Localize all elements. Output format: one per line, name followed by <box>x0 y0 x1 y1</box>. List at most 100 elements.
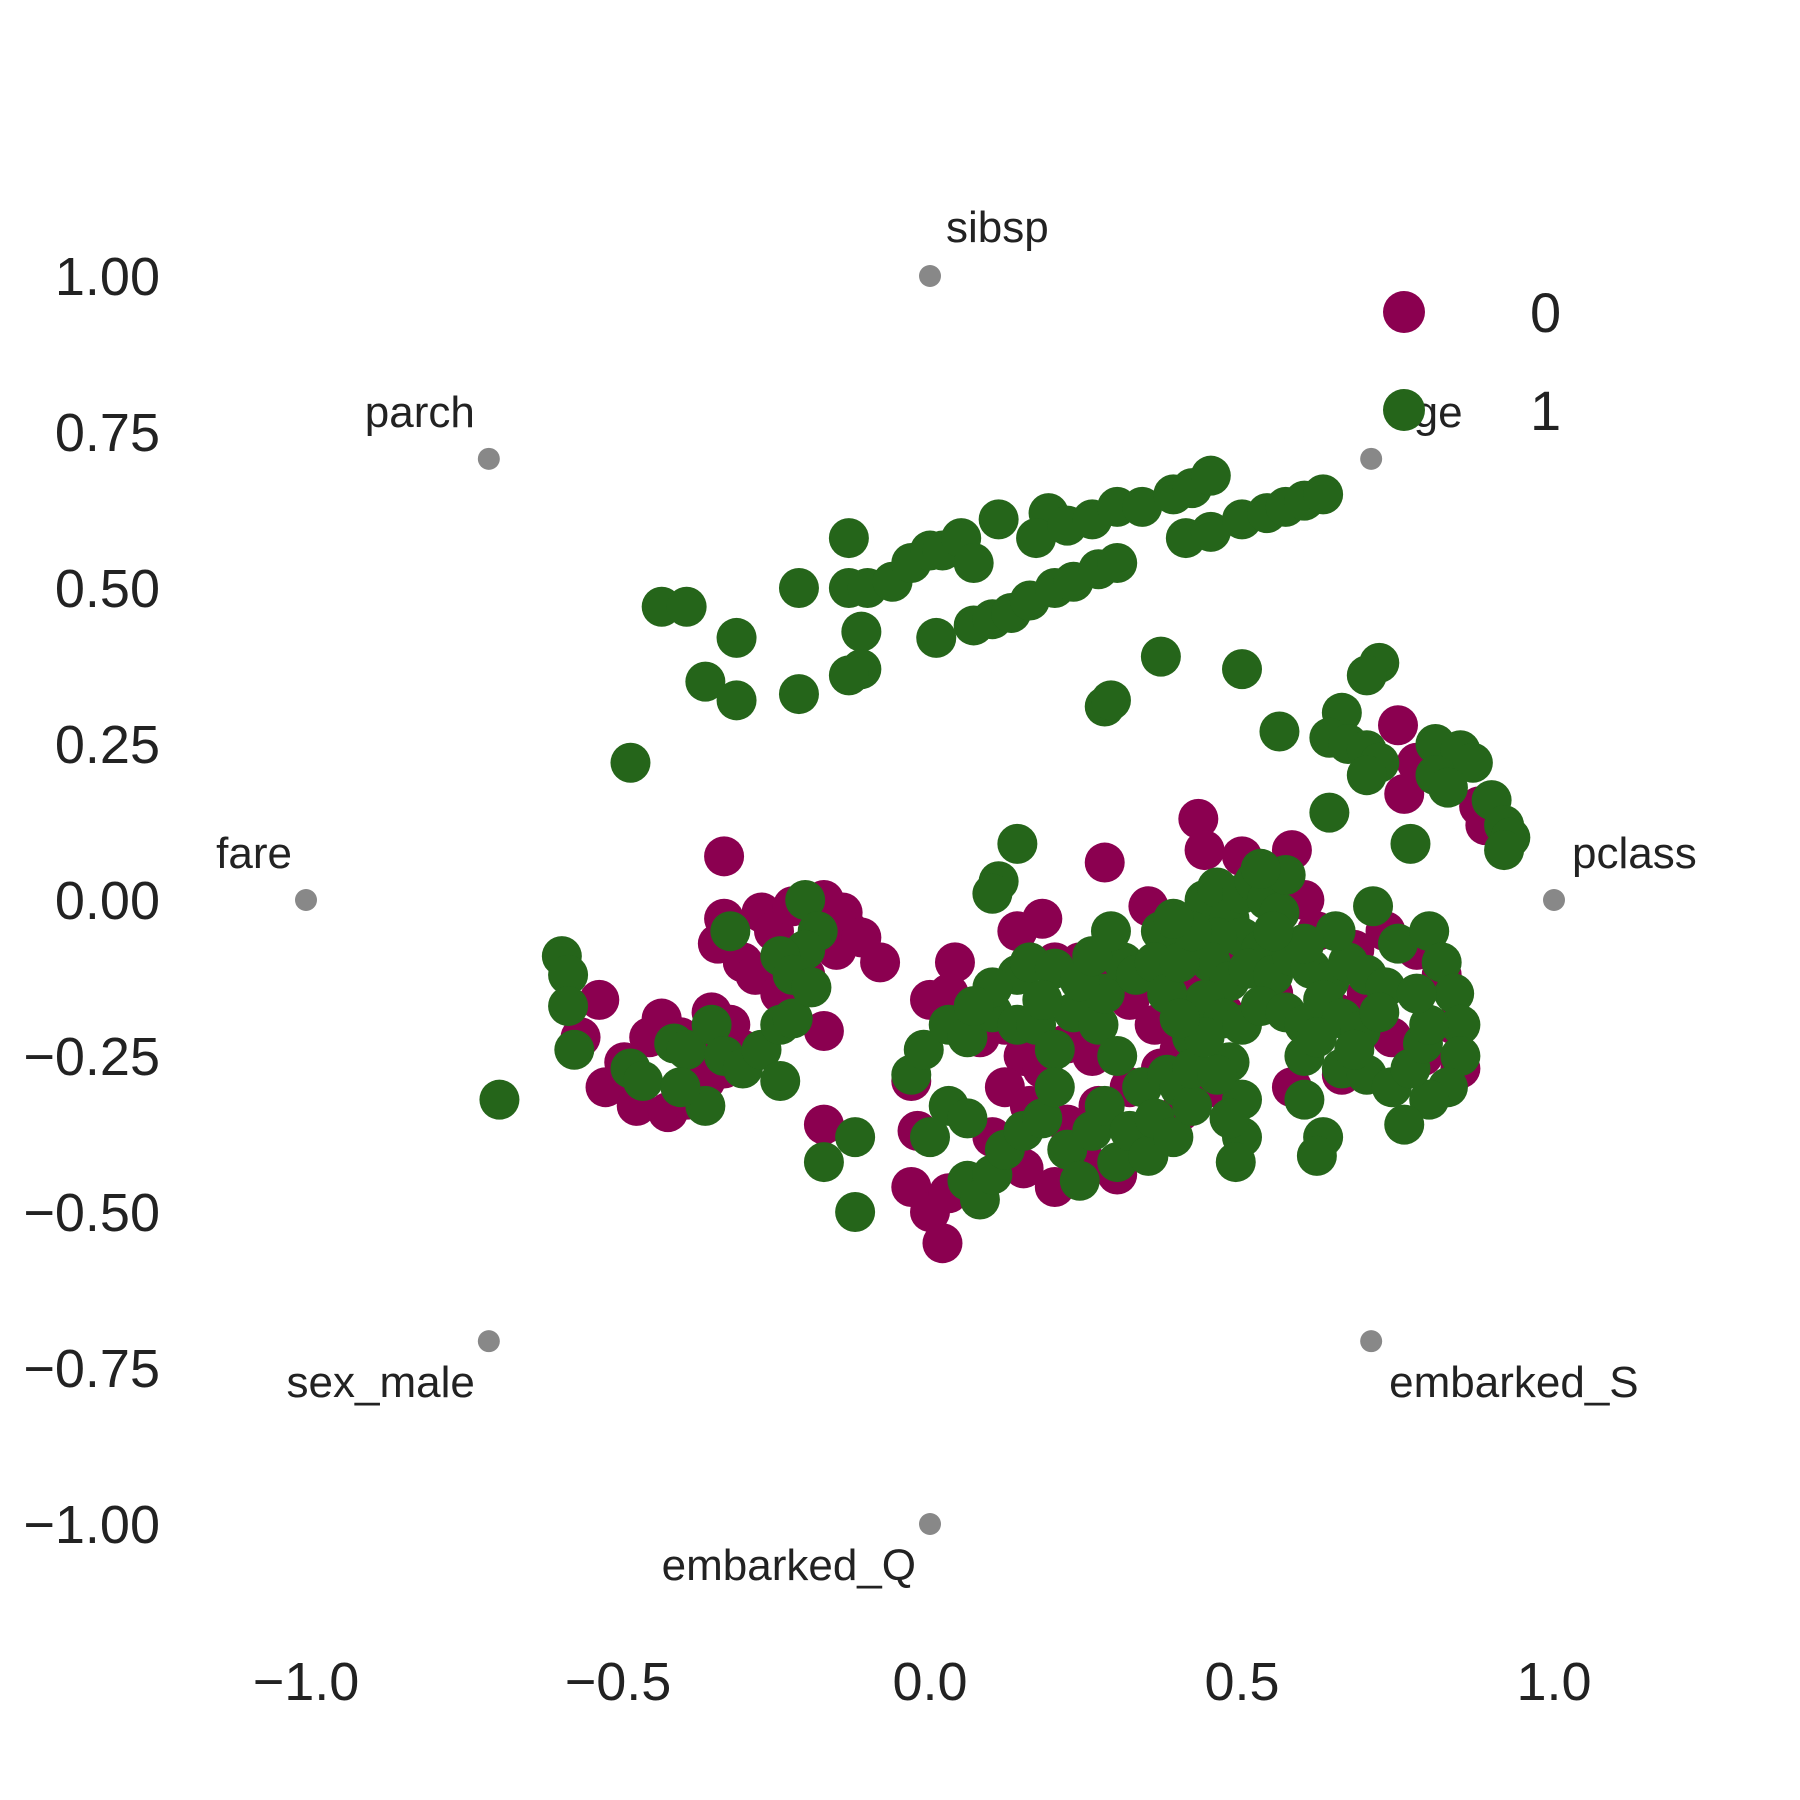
data-point <box>1409 911 1450 952</box>
data-points <box>479 455 1531 1264</box>
anchor-point-embarked_S <box>1360 1330 1383 1353</box>
data-point <box>1309 792 1350 833</box>
data-point <box>1359 992 1400 1033</box>
data-point <box>772 998 813 1039</box>
y-tick-label: −0.25 <box>23 1027 160 1087</box>
data-point <box>554 1029 595 1070</box>
y-tick-label: 0.75 <box>55 403 160 463</box>
data-point <box>1022 898 1063 939</box>
data-point <box>1384 1104 1425 1145</box>
anchor-label-pclass: pclass <box>1572 829 1697 878</box>
x-tick-label: −1.0 <box>253 1652 360 1712</box>
anchor-label-embarked_Q: embarked_Q <box>662 1541 916 1590</box>
data-point <box>947 1017 988 1058</box>
data-point <box>1440 1004 1481 1045</box>
data-point <box>1190 455 1231 496</box>
data-point <box>1159 998 1200 1039</box>
data-point <box>1296 1017 1337 1058</box>
data-point <box>1346 655 1387 696</box>
data-point <box>1409 1004 1450 1045</box>
data-point <box>1122 486 1163 527</box>
data-point <box>997 823 1038 864</box>
data-point <box>910 1117 950 1158</box>
data-point <box>579 979 620 1020</box>
data-point <box>791 967 832 1008</box>
data-point <box>1334 1029 1375 1070</box>
y-tick-label: 0.25 <box>55 715 160 775</box>
data-point <box>841 917 882 958</box>
data-point <box>1209 1098 1250 1139</box>
data-point <box>803 1142 844 1183</box>
anchor-point-embarked_Q <box>919 1513 941 1535</box>
data-point <box>1440 1036 1481 1076</box>
data-point <box>1084 1085 1125 1126</box>
data-point <box>1190 511 1231 552</box>
y-tick-label: 0.00 <box>55 871 160 931</box>
data-point <box>1178 798 1219 839</box>
data-point <box>1197 1054 1238 1095</box>
anchor-points: sibspagepclassembarked_Sembarked_Qsex_ma… <box>216 203 1697 1590</box>
data-point <box>1396 973 1437 1014</box>
data-point <box>1215 1142 1256 1183</box>
anchor-label-fare: fare <box>216 829 292 878</box>
data-point <box>704 836 745 877</box>
data-point <box>953 543 994 584</box>
x-tick-label: 0.5 <box>1204 1652 1279 1712</box>
data-point <box>803 1104 844 1145</box>
data-point <box>1259 711 1300 752</box>
data-point <box>1284 923 1325 964</box>
data-point <box>1159 942 1200 983</box>
data-point <box>972 873 1013 914</box>
data-point <box>841 611 882 652</box>
legend-marker-1 <box>1383 389 1425 431</box>
y-tick-label: −1.00 <box>23 1495 160 1555</box>
data-point <box>922 1223 963 1264</box>
anchor-point-sibsp <box>919 265 941 287</box>
data-point <box>716 617 757 658</box>
data-point <box>1090 680 1131 721</box>
legend-marker-0 <box>1383 291 1425 333</box>
data-point <box>1484 830 1525 871</box>
data-point <box>1034 1029 1075 1070</box>
data-point <box>1353 886 1394 927</box>
data-point <box>1034 1067 1075 1108</box>
x-axis-ticks: −1.0 −0.5 0.0 0.5 1.0 <box>253 1652 1592 1712</box>
data-point <box>828 518 869 559</box>
anchor-label-parch: parch <box>365 388 475 437</box>
data-point <box>685 661 726 702</box>
data-point <box>803 1011 844 1052</box>
data-point <box>778 674 819 715</box>
anchor-label-sex_male: sex_male <box>287 1358 475 1407</box>
data-point <box>916 617 957 658</box>
data-point <box>691 1004 732 1045</box>
data-point <box>710 911 751 952</box>
anchor-label-sibsp: sibsp <box>946 203 1049 252</box>
data-point <box>1153 1117 1194 1158</box>
x-tick-label: 1.0 <box>1516 1652 1591 1712</box>
data-point <box>1284 1079 1325 1120</box>
data-point <box>1016 518 1057 559</box>
y-axis-ticks: 1.00 0.75 0.50 0.25 0.00 −0.25 −0.50 −0.75 −1.00 <box>23 247 160 1555</box>
data-point <box>1421 942 1462 983</box>
data-point <box>1153 898 1194 939</box>
data-point <box>1378 705 1418 746</box>
data-point <box>1222 649 1262 690</box>
data-point <box>835 1117 876 1158</box>
data-point <box>903 1029 944 1070</box>
data-point <box>1253 911 1294 952</box>
y-tick-label: −0.75 <box>23 1339 160 1399</box>
data-point <box>760 1060 801 1101</box>
anchor-label-embarked_S: embarked_S <box>1389 1358 1638 1407</box>
data-point <box>479 1079 520 1120</box>
y-tick-label: −0.50 <box>23 1183 160 1243</box>
legend-label-0: 0 <box>1530 281 1561 344</box>
anchor-point-sex_male <box>477 1330 500 1353</box>
y-tick-label: 0.50 <box>55 559 160 619</box>
data-point <box>1378 923 1418 964</box>
data-point <box>1346 755 1387 796</box>
y-tick-label: 1.00 <box>55 247 160 307</box>
data-point <box>1097 1142 1138 1183</box>
data-point <box>1434 973 1475 1014</box>
data-point <box>835 1192 876 1232</box>
